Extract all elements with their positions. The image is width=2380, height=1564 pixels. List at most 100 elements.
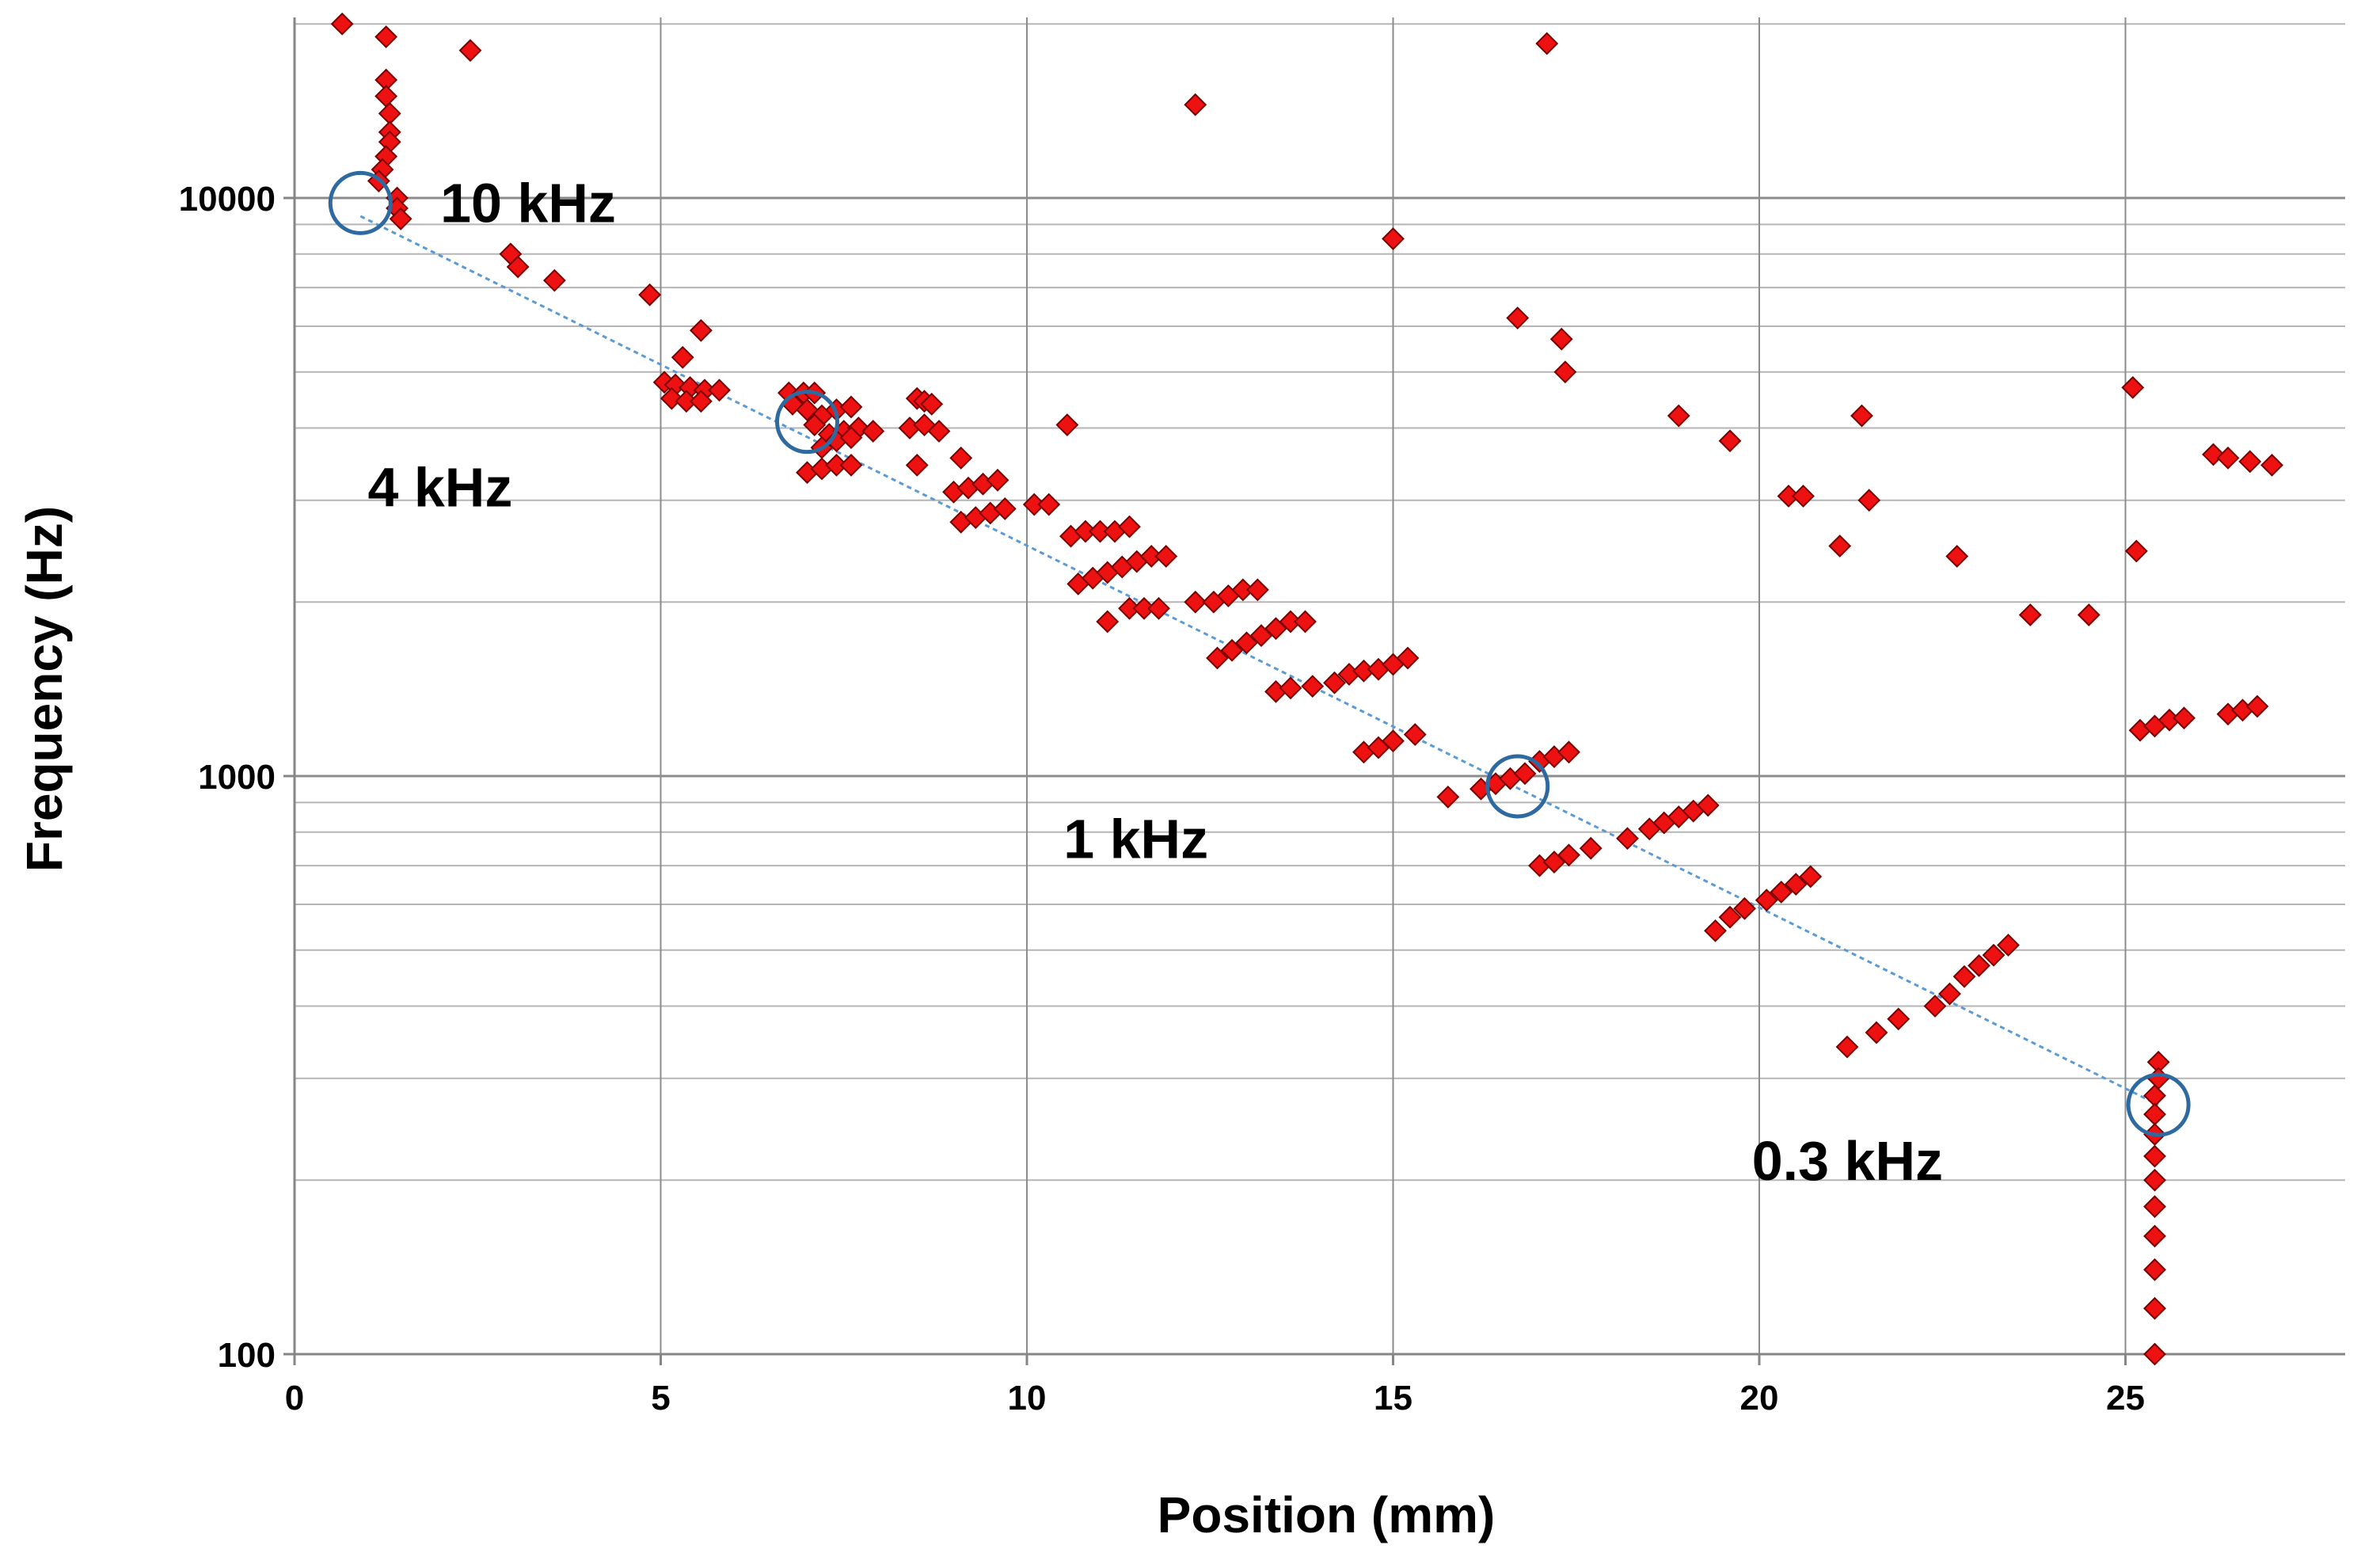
data-point (1850, 404, 1873, 428)
data-point (839, 395, 863, 419)
data-point (2143, 1342, 2166, 1366)
data-point (2216, 446, 2240, 470)
x-tick-label: 5 (651, 1379, 670, 1417)
data-point (1967, 953, 1990, 977)
tick-labels: 0 5 10 15 20 25 100 1000 10000 (179, 180, 2145, 1417)
data-point (1235, 631, 1258, 655)
annotation-circle (2126, 1072, 2191, 1137)
annotations: 10 kHz 4 kHz 1 kHz 0.3 kHz (328, 170, 2191, 1192)
data-point (689, 390, 713, 413)
data-point (2143, 1258, 2166, 1281)
data-point (2143, 1224, 2166, 1248)
data-point (1835, 1035, 1859, 1059)
data-point (986, 468, 1009, 492)
x-tick-label: 25 (2106, 1379, 2145, 1417)
data-point (1857, 489, 1881, 512)
data-point (1704, 919, 1727, 942)
data-point (1154, 545, 1178, 568)
x-tick-label: 0 (285, 1379, 304, 1417)
data-point (803, 413, 827, 436)
data-point (2260, 453, 2283, 477)
annotation-circle (328, 170, 393, 235)
annotation-label: 10 kHz (440, 172, 616, 234)
data-point (1952, 965, 1976, 988)
data-point (2245, 694, 2269, 718)
trend-line (359, 215, 2159, 1106)
data-point (2124, 539, 2148, 563)
data-point (949, 446, 973, 470)
y-axis-title: Frequency (Hz) (16, 506, 73, 872)
data-point (1206, 646, 1229, 670)
annotation-label: 4 kHz (368, 457, 513, 519)
data-point (2121, 375, 2145, 399)
data-point (1718, 905, 1742, 929)
data-point (689, 318, 713, 342)
y-tick-label: 1000 (198, 758, 276, 797)
data-point (2146, 1067, 2170, 1090)
data-point (1249, 624, 1273, 647)
data-point (374, 85, 398, 108)
data-point (993, 497, 1017, 520)
data-point (2143, 1195, 2166, 1219)
data-point (1184, 93, 1207, 116)
data-point (1553, 360, 1577, 384)
data-point (389, 207, 413, 230)
data-point (1147, 596, 1170, 620)
data-points (330, 12, 2283, 1366)
grid-lines (295, 17, 2345, 1356)
annotation-label: 0.3 kHz (1752, 1130, 1943, 1192)
data-point (2018, 603, 2042, 626)
data-point (1887, 1007, 1910, 1031)
data-point (1513, 762, 1537, 786)
data-point (330, 12, 354, 36)
data-point (1696, 793, 1720, 817)
data-point (708, 379, 731, 402)
data-point (1382, 729, 1405, 753)
x-tick-label: 20 (1740, 1379, 1779, 1417)
data-point (1733, 896, 1756, 920)
data-point (1184, 590, 1207, 614)
data-point (1323, 671, 1346, 694)
data-point (1828, 535, 1852, 557)
data-point (2077, 603, 2101, 626)
data-point (1245, 578, 1269, 602)
data-point (1396, 646, 1420, 670)
data-point (660, 386, 683, 410)
data-point (920, 392, 944, 416)
x-axis-title: Position (mm) (1158, 1486, 1496, 1543)
data-point (839, 453, 863, 477)
annotation-label: 1 kHz (1063, 809, 1208, 870)
y-tick-label: 10000 (179, 180, 276, 219)
data-point (927, 420, 951, 443)
trend-line-segment (359, 215, 2159, 1106)
data-point (542, 268, 566, 292)
data-point (374, 25, 398, 48)
data-point (861, 420, 885, 443)
data-point (1557, 740, 1580, 764)
data-point (1436, 786, 1460, 809)
x-tick-label: 10 (1008, 1379, 1047, 1417)
data-point (1294, 610, 1317, 634)
data-point (1506, 306, 1530, 329)
data-point (1403, 723, 1427, 746)
data-point (638, 283, 662, 306)
data-point (1037, 493, 1061, 516)
data-point (1096, 610, 1120, 634)
x-tick-label: 15 (1374, 1379, 1412, 1417)
data-point (1923, 995, 1947, 1018)
data-point (1770, 881, 1793, 904)
data-point (1616, 827, 1639, 850)
data-point (1557, 843, 1580, 867)
data-point (1118, 515, 1141, 538)
data-point (2143, 1102, 2166, 1126)
annotation-circle (775, 390, 839, 455)
data-point (1755, 889, 1778, 912)
data-point (1982, 943, 2006, 967)
data-point (839, 426, 863, 450)
data-point (1997, 934, 2020, 957)
data-point (1945, 545, 1969, 568)
data-point (1784, 873, 1808, 896)
data-point (671, 345, 694, 369)
data-point (1220, 638, 1244, 662)
